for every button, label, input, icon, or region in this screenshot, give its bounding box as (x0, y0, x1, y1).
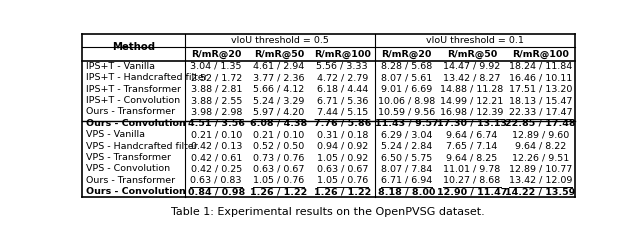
Text: 14.22 / 13.59: 14.22 / 13.59 (505, 187, 575, 196)
Text: 0.21 / 0.10: 0.21 / 0.10 (253, 130, 305, 139)
Text: 14.99 / 12.21: 14.99 / 12.21 (440, 96, 504, 105)
Text: 0.63 / 0.83: 0.63 / 0.83 (191, 176, 242, 185)
Text: 0.63 / 0.67: 0.63 / 0.67 (253, 164, 305, 173)
Text: 8.18 / 8.00: 8.18 / 8.00 (378, 187, 435, 196)
Text: 9.64 / 8.25: 9.64 / 8.25 (447, 153, 498, 162)
Text: 4.72 / 2.79: 4.72 / 2.79 (317, 73, 368, 82)
Text: 8.07 / 7.84: 8.07 / 7.84 (381, 164, 432, 173)
Text: VPS - Handcrafted filter: VPS - Handcrafted filter (86, 142, 198, 151)
Text: 18.13 / 15.47: 18.13 / 15.47 (509, 96, 572, 105)
Text: 7.76 / 5.86: 7.76 / 5.86 (314, 119, 371, 128)
Text: 3.88 / 2.81: 3.88 / 2.81 (191, 85, 242, 94)
Text: R/mR@100: R/mR@100 (314, 50, 371, 58)
Text: 0.42 / 0.61: 0.42 / 0.61 (191, 153, 242, 162)
Text: R/mR@50: R/mR@50 (447, 50, 497, 58)
Text: IPS+T - Handcrafted filter: IPS+T - Handcrafted filter (86, 73, 208, 82)
Text: 1.05 / 0.76: 1.05 / 0.76 (253, 176, 305, 185)
Text: 3.04 / 1.35: 3.04 / 1.35 (191, 62, 242, 71)
Text: 3.98 / 2.98: 3.98 / 2.98 (191, 108, 242, 116)
Text: 5.24 / 3.29: 5.24 / 3.29 (253, 96, 305, 105)
Text: 10.59 / 9.56: 10.59 / 9.56 (378, 108, 435, 116)
Text: 4.61 / 2.94: 4.61 / 2.94 (253, 62, 305, 71)
Text: 14.88 / 11.28: 14.88 / 11.28 (440, 85, 504, 94)
Text: 6.71 / 5.36: 6.71 / 5.36 (317, 96, 368, 105)
Text: 0.52 / 0.50: 0.52 / 0.50 (253, 142, 305, 151)
Text: 5.56 / 3.33: 5.56 / 3.33 (316, 62, 368, 71)
Text: R/mR@20: R/mR@20 (381, 50, 432, 58)
Text: 12.26 / 9.51: 12.26 / 9.51 (511, 153, 569, 162)
Text: 13.42 / 12.09: 13.42 / 12.09 (509, 176, 572, 185)
Text: 7.44 / 5.15: 7.44 / 5.15 (317, 108, 368, 116)
Text: vIoU threshold = 0.1: vIoU threshold = 0.1 (426, 36, 524, 45)
Text: 3.88 / 2.55: 3.88 / 2.55 (191, 96, 242, 105)
Text: 17.30 / 13.13: 17.30 / 13.13 (437, 119, 507, 128)
Text: 10.06 / 8.98: 10.06 / 8.98 (378, 96, 435, 105)
Text: IPS+T - Vanilla: IPS+T - Vanilla (86, 62, 156, 71)
Text: 0.63 / 0.67: 0.63 / 0.67 (317, 164, 368, 173)
Text: 0.42 / 0.13: 0.42 / 0.13 (191, 142, 242, 151)
Text: VPS - Vanilla: VPS - Vanilla (86, 130, 145, 139)
Text: 12.89 / 9.60: 12.89 / 9.60 (511, 130, 569, 139)
Text: 7.65 / 7.14: 7.65 / 7.14 (447, 142, 498, 151)
Text: 16.46 / 10.11: 16.46 / 10.11 (509, 73, 572, 82)
Text: 6.08 / 4.38: 6.08 / 4.38 (250, 119, 307, 128)
Text: 16.98 / 12.39: 16.98 / 12.39 (440, 108, 504, 116)
Text: Ours - Transformer: Ours - Transformer (86, 108, 175, 116)
Text: 12.89 / 10.77: 12.89 / 10.77 (509, 164, 572, 173)
Text: 0.73 / 0.76: 0.73 / 0.76 (253, 153, 305, 162)
Text: 11.01 / 9.78: 11.01 / 9.78 (444, 164, 500, 173)
Text: 1.05 / 0.92: 1.05 / 0.92 (317, 153, 368, 162)
Text: 13.42 / 8.27: 13.42 / 8.27 (444, 73, 500, 82)
Text: R/mR@20: R/mR@20 (191, 50, 241, 58)
Text: 9.64 / 6.74: 9.64 / 6.74 (447, 130, 498, 139)
Text: VPS - Convolution: VPS - Convolution (86, 164, 171, 173)
Text: 5.66 / 4.12: 5.66 / 4.12 (253, 85, 305, 94)
Text: 9.64 / 8.22: 9.64 / 8.22 (515, 142, 566, 151)
Text: 6.71 / 6.94: 6.71 / 6.94 (381, 176, 432, 185)
Text: R/mR@100: R/mR@100 (512, 50, 569, 58)
Text: vIoU threshold = 0.5: vIoU threshold = 0.5 (231, 36, 329, 45)
Text: 14.47 / 9.92: 14.47 / 9.92 (444, 62, 500, 71)
Text: 1.26 / 1.22: 1.26 / 1.22 (250, 187, 307, 196)
Text: 8.28 / 5.68: 8.28 / 5.68 (381, 62, 432, 71)
Text: 12.90 / 11.47: 12.90 / 11.47 (437, 187, 508, 196)
Text: Method: Method (112, 42, 156, 52)
Text: Table 1: Experimental results on the OpenPVSG dataset.: Table 1: Experimental results on the Ope… (171, 207, 485, 217)
Text: 18.24 / 11.84: 18.24 / 11.84 (509, 62, 572, 71)
Text: 8.07 / 5.61: 8.07 / 5.61 (381, 73, 432, 82)
Text: 2.52 / 1.72: 2.52 / 1.72 (191, 73, 242, 82)
Text: 6.18 / 4.44: 6.18 / 4.44 (317, 85, 368, 94)
Text: 6.50 / 5.75: 6.50 / 5.75 (381, 153, 432, 162)
Text: 1.05 / 0.76: 1.05 / 0.76 (317, 176, 368, 185)
Text: 22.33 / 17.47: 22.33 / 17.47 (509, 108, 572, 116)
Text: 1.26 / 1.22: 1.26 / 1.22 (314, 187, 371, 196)
Text: Ours - Convolution: Ours - Convolution (86, 187, 186, 196)
Text: 3.77 / 2.36: 3.77 / 2.36 (253, 73, 305, 82)
Text: 5.97 / 4.20: 5.97 / 4.20 (253, 108, 305, 116)
Text: 6.29 / 3.04: 6.29 / 3.04 (381, 130, 432, 139)
Text: 4.51 / 3.56: 4.51 / 3.56 (188, 119, 244, 128)
Text: 0.21 / 0.10: 0.21 / 0.10 (191, 130, 242, 139)
Text: IPS+T - Convolution: IPS+T - Convolution (86, 96, 180, 105)
Text: VPS - Transformer: VPS - Transformer (86, 153, 172, 162)
Text: 9.01 / 6.69: 9.01 / 6.69 (381, 85, 432, 94)
Text: 0.42 / 0.25: 0.42 / 0.25 (191, 164, 242, 173)
Text: 17.51 / 13.20: 17.51 / 13.20 (509, 85, 572, 94)
Text: 0.31 / 0.18: 0.31 / 0.18 (317, 130, 368, 139)
Text: R/mR@50: R/mR@50 (253, 50, 304, 58)
Text: 22.85 / 17.48: 22.85 / 17.48 (505, 119, 575, 128)
Text: IPS+T - Transformer: IPS+T - Transformer (86, 85, 182, 94)
Text: 10.27 / 8.68: 10.27 / 8.68 (444, 176, 500, 185)
Text: 5.24 / 2.84: 5.24 / 2.84 (381, 142, 432, 151)
Text: 0.84 / 0.98: 0.84 / 0.98 (188, 187, 245, 196)
Text: 11.43 / 9.57: 11.43 / 9.57 (375, 119, 438, 128)
Text: Ours - Convolution: Ours - Convolution (86, 119, 186, 128)
Text: 0.94 / 0.92: 0.94 / 0.92 (317, 142, 368, 151)
Text: Ours - Transformer: Ours - Transformer (86, 176, 175, 185)
